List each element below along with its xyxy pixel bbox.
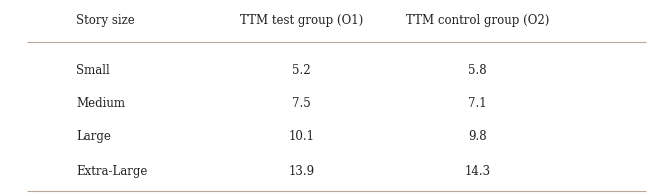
Text: 14.3: 14.3 (464, 165, 491, 178)
Text: 7.5: 7.5 (292, 97, 311, 110)
Text: 5.8: 5.8 (468, 64, 487, 77)
Text: 5.2: 5.2 (292, 64, 311, 77)
Text: 10.1: 10.1 (288, 130, 315, 143)
Text: Small: Small (76, 64, 110, 77)
Text: Large: Large (76, 130, 111, 143)
Text: Story size: Story size (76, 14, 135, 27)
Text: 13.9: 13.9 (288, 165, 315, 178)
Text: TTM test group (O1): TTM test group (O1) (240, 14, 363, 27)
Text: Extra-Large: Extra-Large (76, 165, 148, 178)
Text: Medium: Medium (76, 97, 125, 110)
Text: TTM control group (O2): TTM control group (O2) (406, 14, 549, 27)
Text: 7.1: 7.1 (468, 97, 487, 110)
Text: 9.8: 9.8 (468, 130, 487, 143)
